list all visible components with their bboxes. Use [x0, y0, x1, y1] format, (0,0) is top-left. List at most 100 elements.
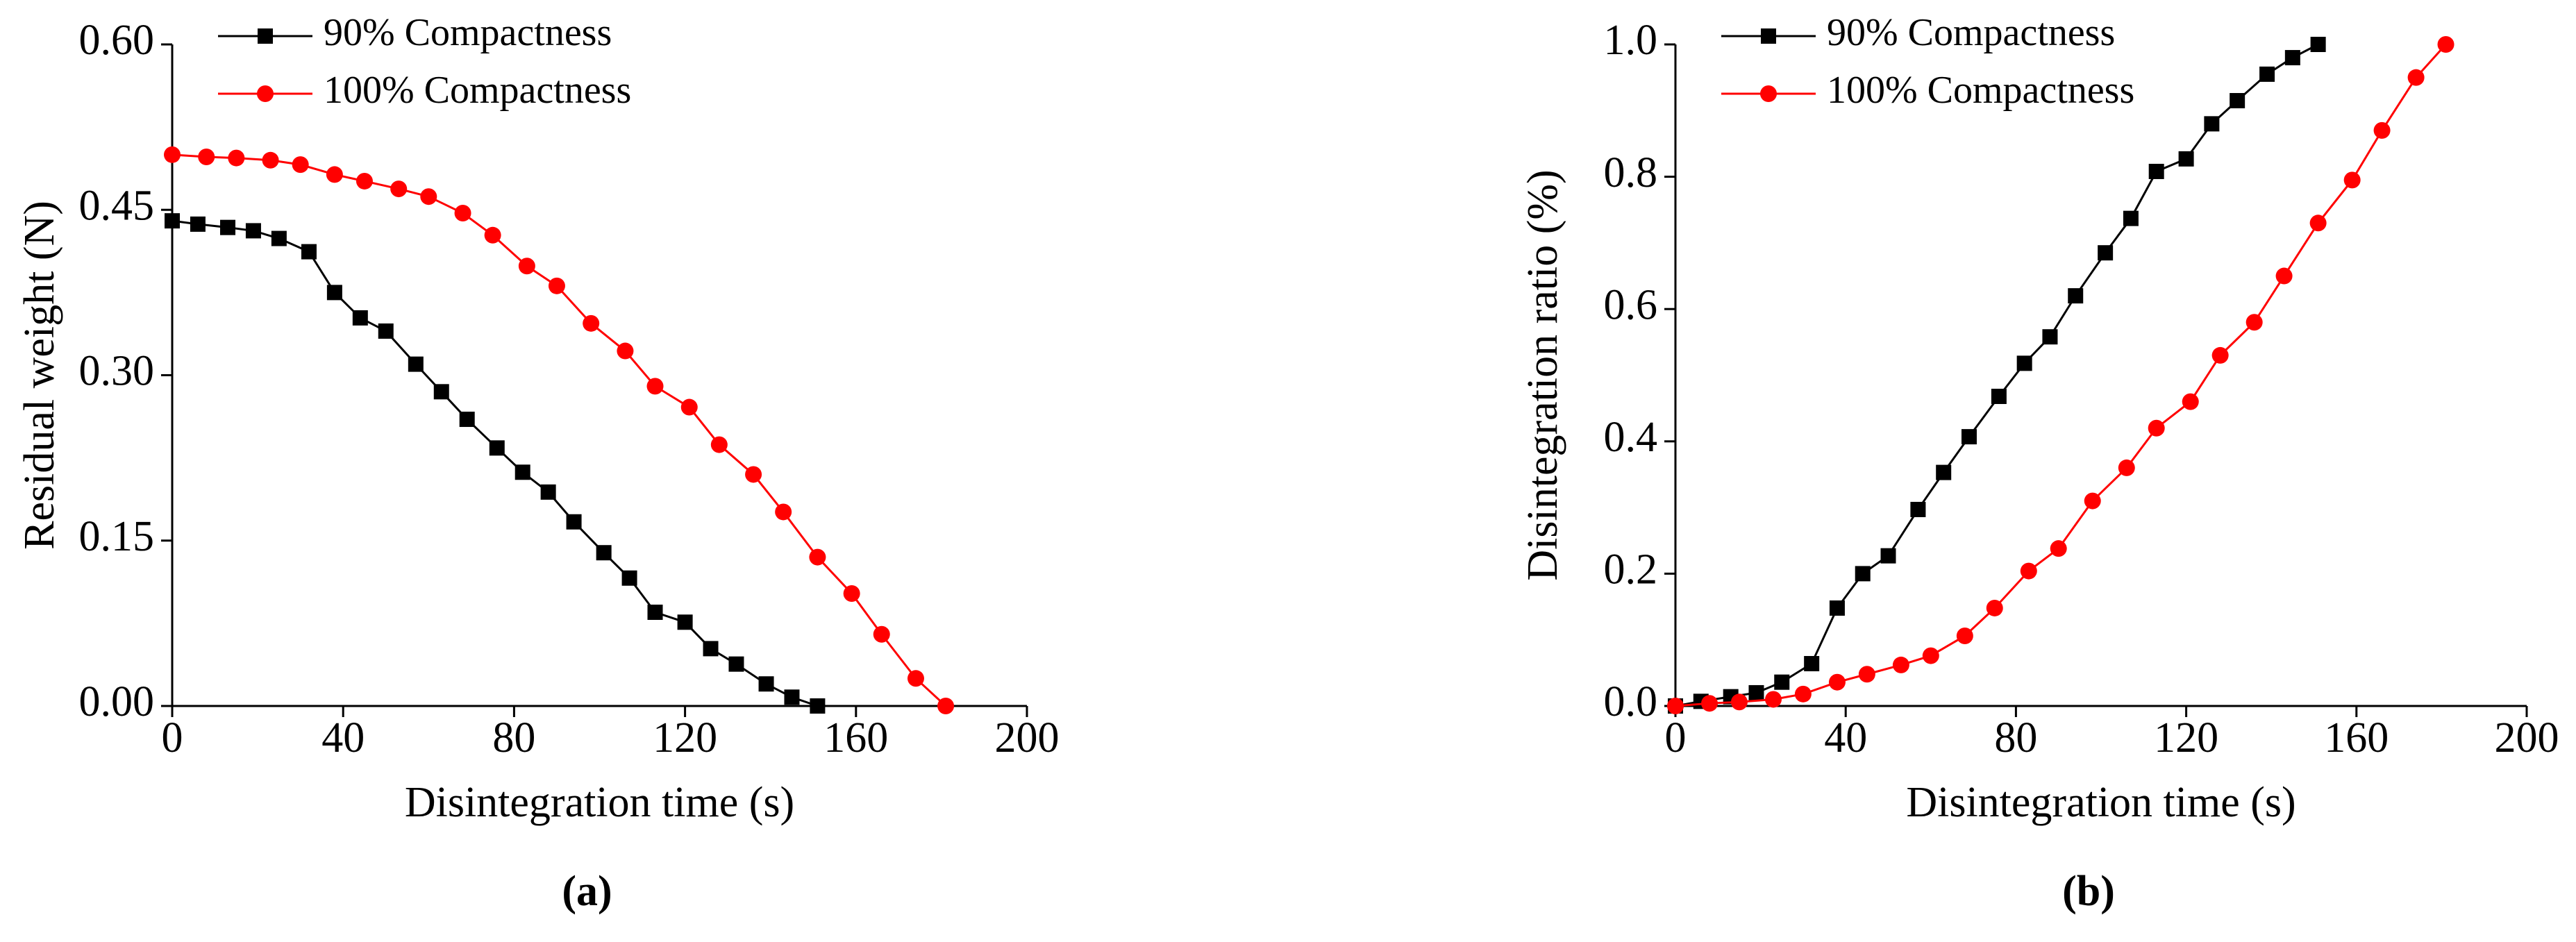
point — [484, 226, 501, 244]
panel-label: (b) — [2062, 868, 2115, 915]
point — [1667, 698, 1684, 714]
legend-label: 100% Compactness — [1827, 69, 2134, 112]
point — [1701, 695, 1718, 712]
point — [810, 698, 826, 714]
point — [596, 545, 612, 561]
point — [2178, 151, 2194, 167]
x-tick-label: 80 — [1994, 714, 2037, 762]
panel-label: (a) — [562, 868, 612, 915]
point — [2098, 245, 2114, 261]
point — [1828, 673, 1846, 691]
point — [1892, 656, 1909, 673]
point — [2016, 355, 2032, 371]
point — [1764, 691, 1782, 708]
point — [1730, 693, 1748, 711]
point — [728, 656, 744, 672]
point — [326, 285, 342, 301]
x-axis-title: Disintegration time (s) — [405, 779, 794, 826]
point — [378, 323, 394, 339]
series-line — [172, 153, 947, 707]
point — [2182, 393, 2199, 410]
x-tick-label: 40 — [1824, 714, 1867, 762]
point — [843, 584, 860, 602]
point — [1794, 685, 1812, 703]
point — [1986, 599, 2003, 616]
point — [1855, 566, 1871, 582]
legend-marker — [1760, 85, 1777, 102]
point — [408, 356, 424, 372]
point — [937, 698, 955, 714]
point — [245, 223, 261, 239]
legend-marker — [1761, 28, 1776, 44]
point — [2230, 93, 2245, 109]
point — [2211, 346, 2229, 364]
y-tick-label: 0.60 — [79, 17, 155, 64]
point — [1748, 684, 1764, 700]
y-tick-label: 0.4 — [1604, 414, 1658, 461]
y-tick-label: 0.45 — [79, 182, 155, 229]
point — [2068, 288, 2084, 304]
y-tick-label: 0.00 — [79, 678, 155, 725]
point — [228, 149, 245, 167]
point — [1991, 388, 2007, 404]
point — [2284, 50, 2300, 66]
point — [1804, 656, 1820, 672]
point — [907, 670, 924, 687]
point — [1829, 600, 1845, 616]
point — [583, 314, 600, 332]
point — [745, 466, 762, 483]
x-tick-label: 160 — [2324, 714, 2389, 762]
point — [2437, 36, 2454, 53]
point — [2407, 69, 2425, 86]
point — [2259, 66, 2275, 82]
point — [548, 277, 565, 294]
point — [710, 436, 728, 453]
y-tick-label: 0.6 — [1604, 281, 1658, 328]
point — [621, 570, 637, 586]
point — [1961, 429, 1977, 445]
point — [390, 180, 408, 198]
point — [677, 614, 693, 630]
point — [2118, 459, 2135, 476]
point — [2309, 215, 2327, 232]
point — [198, 149, 215, 166]
x-tick-label: 200 — [995, 714, 1060, 762]
x-tick-label: 0 — [1665, 714, 1687, 762]
legend-marker — [258, 28, 273, 44]
point — [2148, 419, 2165, 437]
series-line — [1675, 43, 2447, 707]
point — [489, 440, 505, 456]
point — [540, 484, 556, 500]
y-axis-title: Residual weight (N) — [16, 201, 63, 550]
point — [2148, 163, 2164, 179]
x-tick-label: 80 — [492, 714, 535, 762]
point — [680, 398, 698, 416]
y-tick-label: 0.0 — [1604, 678, 1658, 725]
x-tick-label: 40 — [321, 714, 365, 762]
point — [2310, 37, 2326, 52]
point — [1774, 674, 1790, 690]
point — [809, 548, 826, 566]
point — [2050, 540, 2067, 557]
point — [647, 604, 663, 620]
point — [2275, 267, 2293, 285]
point — [784, 689, 800, 705]
point — [326, 166, 343, 183]
point — [515, 464, 530, 480]
point — [2123, 210, 2139, 226]
point — [873, 625, 890, 643]
point — [1910, 501, 1926, 517]
x-tick-label: 120 — [2154, 714, 2218, 762]
legend-label: 90% Compactness — [324, 11, 612, 54]
point — [1880, 548, 1896, 564]
point — [775, 503, 792, 521]
point — [2020, 562, 2037, 580]
point — [459, 412, 475, 428]
point — [433, 384, 449, 400]
x-axis-title: Disintegration time (s) — [1906, 779, 2295, 826]
point — [2373, 121, 2391, 139]
point — [271, 230, 287, 246]
y-tick-label: 0.2 — [1604, 546, 1658, 594]
point — [1922, 647, 1939, 664]
point — [518, 258, 535, 275]
